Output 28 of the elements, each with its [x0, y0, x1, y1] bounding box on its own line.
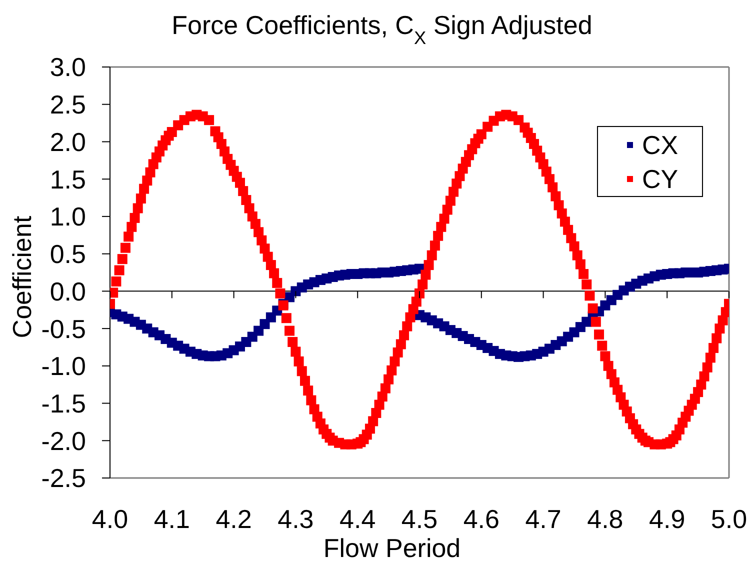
y-tick-label: 3.0: [50, 52, 86, 82]
x-axis-title: Flow Period: [323, 533, 461, 563]
y-tick-label: -0.5: [41, 314, 86, 344]
y-axis-title: Coefficient: [7, 215, 37, 338]
x-tick-label: 4.3: [278, 504, 314, 534]
x-tick-label: 4.4: [340, 504, 376, 534]
x-tick-label: 4.0: [92, 504, 128, 534]
y-tick-label: -1.0: [41, 351, 86, 382]
x-tick-label: 4.6: [463, 504, 500, 534]
x-tick-label: 4.2: [216, 504, 252, 534]
x-tick-label: 4.5: [401, 504, 438, 534]
y-tick-label: 0.5: [50, 239, 86, 270]
y-tick-label: -1.5: [41, 388, 86, 419]
y-tick-label: 0.0: [50, 276, 86, 306]
y-tick-label: -2.0: [41, 426, 86, 456]
x-tick-label: 4.7: [525, 504, 562, 534]
x-tick-label: 5.0: [710, 504, 748, 534]
y-tick-label: 1.5: [50, 164, 86, 194]
y-tick-label: -2.5: [41, 463, 86, 494]
y-tick-label: 1.0: [50, 202, 86, 232]
y-tick-label: 2.5: [50, 90, 86, 120]
chart-title: Force Coefficients, C$_{X}$ Sign Adjusted: [172, 10, 592, 48]
x-tick-label: 4.8: [587, 504, 624, 534]
legend-label: CY: [642, 163, 678, 196]
legend-label: CX: [642, 129, 678, 162]
x-tick-label: 4.1: [154, 504, 190, 534]
y-tick-label: 2.0: [50, 126, 86, 157]
x-tick-label: 4.9: [649, 504, 686, 534]
